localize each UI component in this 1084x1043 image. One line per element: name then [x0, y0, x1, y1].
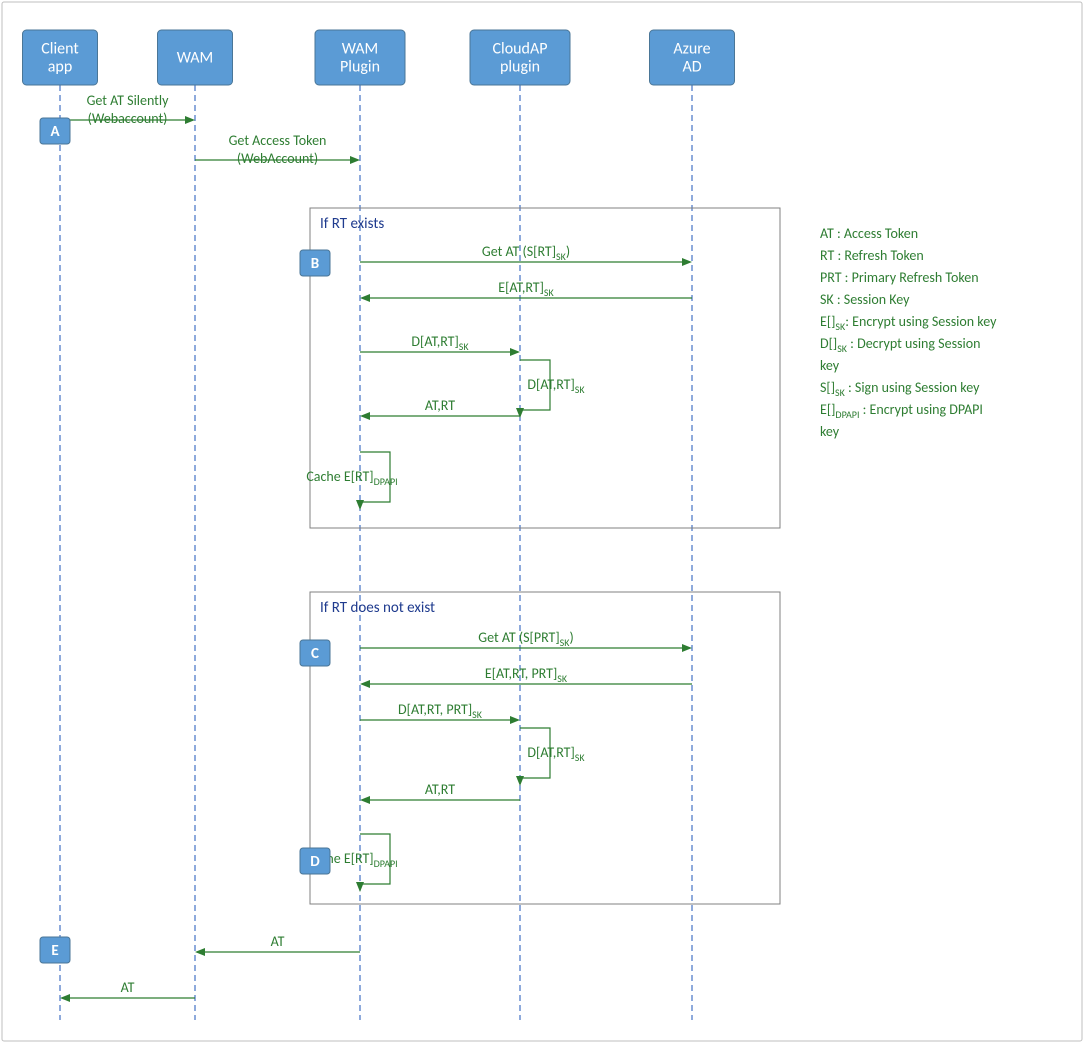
message-label-0-1: (Webaccount)	[88, 110, 168, 127]
actor-label-wamp-0: WAM	[342, 39, 378, 58]
actor-label-cloudap-0: CloudAP	[493, 39, 548, 58]
legend-item-5: D[]SK : Decrypt using Session	[820, 335, 980, 355]
message-label-14: AT	[271, 933, 285, 950]
legend-item-3: SK : Session Key	[820, 291, 910, 308]
self-message-label-7: Cache E[RT]DPAPI	[306, 468, 397, 488]
legend-item-5-cont: key	[820, 357, 840, 374]
message-label-9: E[AT,RT, PRT]SK	[485, 665, 568, 685]
frame-title-rt_notexists: If RT does not exist	[320, 599, 435, 617]
self-message-label-11: D[AT,RT]SK	[527, 744, 585, 764]
message-label-4: D[AT,RT]SK	[411, 333, 469, 353]
actor-label-client-1: app	[48, 57, 72, 76]
legend-item-1: RT : Refresh Token	[820, 247, 924, 264]
frame-title-rt_exists: If RT exists	[320, 215, 384, 233]
legend-item-4: E[]SK: Encrypt using Session key	[820, 313, 997, 333]
step-label-D: D	[310, 853, 320, 871]
message-label-1-0: Get Access Token	[229, 132, 327, 149]
message-label-12: AT,RT	[425, 781, 455, 798]
message-label-3: E[AT,RT]SK	[498, 279, 554, 299]
actor-label-azure-1: AD	[682, 57, 701, 76]
legend-item-7: E[]DPAPI : Encrypt using DPAPI	[820, 401, 983, 421]
actor-label-wam-0: WAM	[177, 48, 213, 67]
legend-item-6: S[]SK : Sign using Session key	[820, 379, 980, 399]
actor-label-client-0: Client	[41, 39, 79, 58]
actor-label-wamp-1: Plugin	[340, 57, 380, 76]
message-label-2: Get AT (S[RT]SK)	[482, 243, 570, 263]
legend-item-0: AT : Access Token	[820, 225, 918, 242]
step-label-E: E	[51, 942, 58, 960]
message-label-10: D[AT,RT, PRT]SK	[398, 701, 483, 721]
self-message-label-5: D[AT,RT]SK	[527, 376, 585, 396]
message-label-8: Get AT (S[PRT]SK)	[478, 629, 573, 649]
actor-label-cloudap-1: plugin	[500, 57, 540, 76]
sequence-diagram: If RT exists If RT does not exist Get AT S…	[0, 0, 1084, 1043]
legend-item-2: PRT : Primary Refresh Token	[820, 269, 979, 286]
step-label-C: C	[311, 645, 319, 663]
message-label-0-0: Get AT Silently	[87, 92, 170, 109]
message-label-6: AT,RT	[425, 397, 455, 414]
actor-label-azure-0: Azure	[673, 39, 710, 58]
step-label-A: A	[50, 123, 60, 141]
message-label-15: AT	[121, 979, 135, 996]
legend-item-7-cont: key	[820, 423, 840, 440]
message-label-1-1: (WebAccount)	[237, 150, 318, 167]
step-label-B: B	[311, 255, 319, 273]
